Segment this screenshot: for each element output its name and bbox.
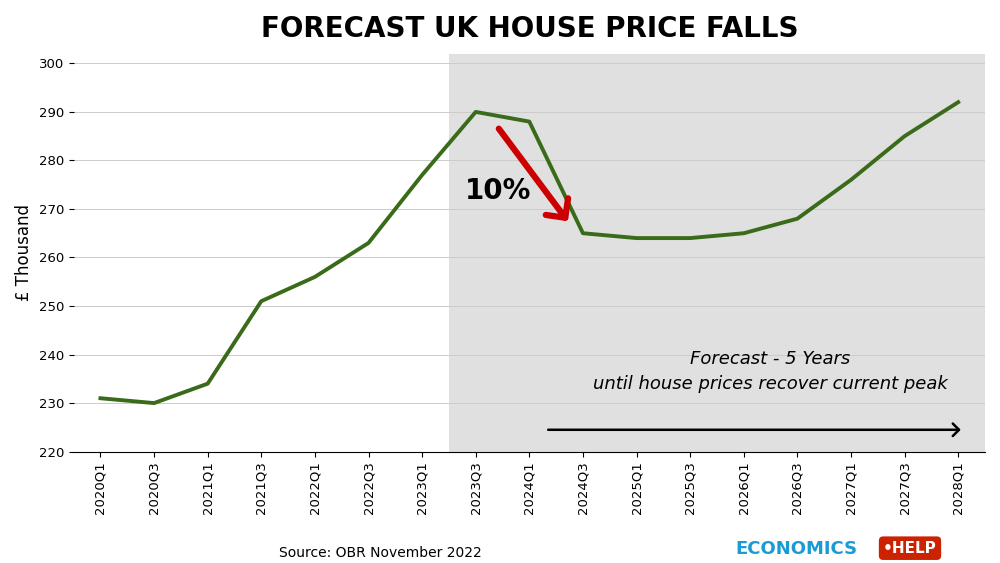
Text: Forecast - 5 Years: Forecast - 5 Years <box>690 350 851 368</box>
Title: FORECAST UK HOUSE PRICE FALLS: FORECAST UK HOUSE PRICE FALLS <box>261 15 798 43</box>
FancyArrowPatch shape <box>548 423 959 436</box>
FancyArrowPatch shape <box>499 129 568 218</box>
Text: •HELP: •HELP <box>883 540 937 556</box>
Y-axis label: £ Thousand: £ Thousand <box>15 204 33 301</box>
Text: ECONOMICS: ECONOMICS <box>735 540 857 558</box>
Text: until house prices recover current peak: until house prices recover current peak <box>593 374 948 392</box>
Text: Source: OBR November 2022: Source: OBR November 2022 <box>279 546 481 560</box>
Bar <box>449 53 985 452</box>
Text: 10%: 10% <box>465 177 531 205</box>
